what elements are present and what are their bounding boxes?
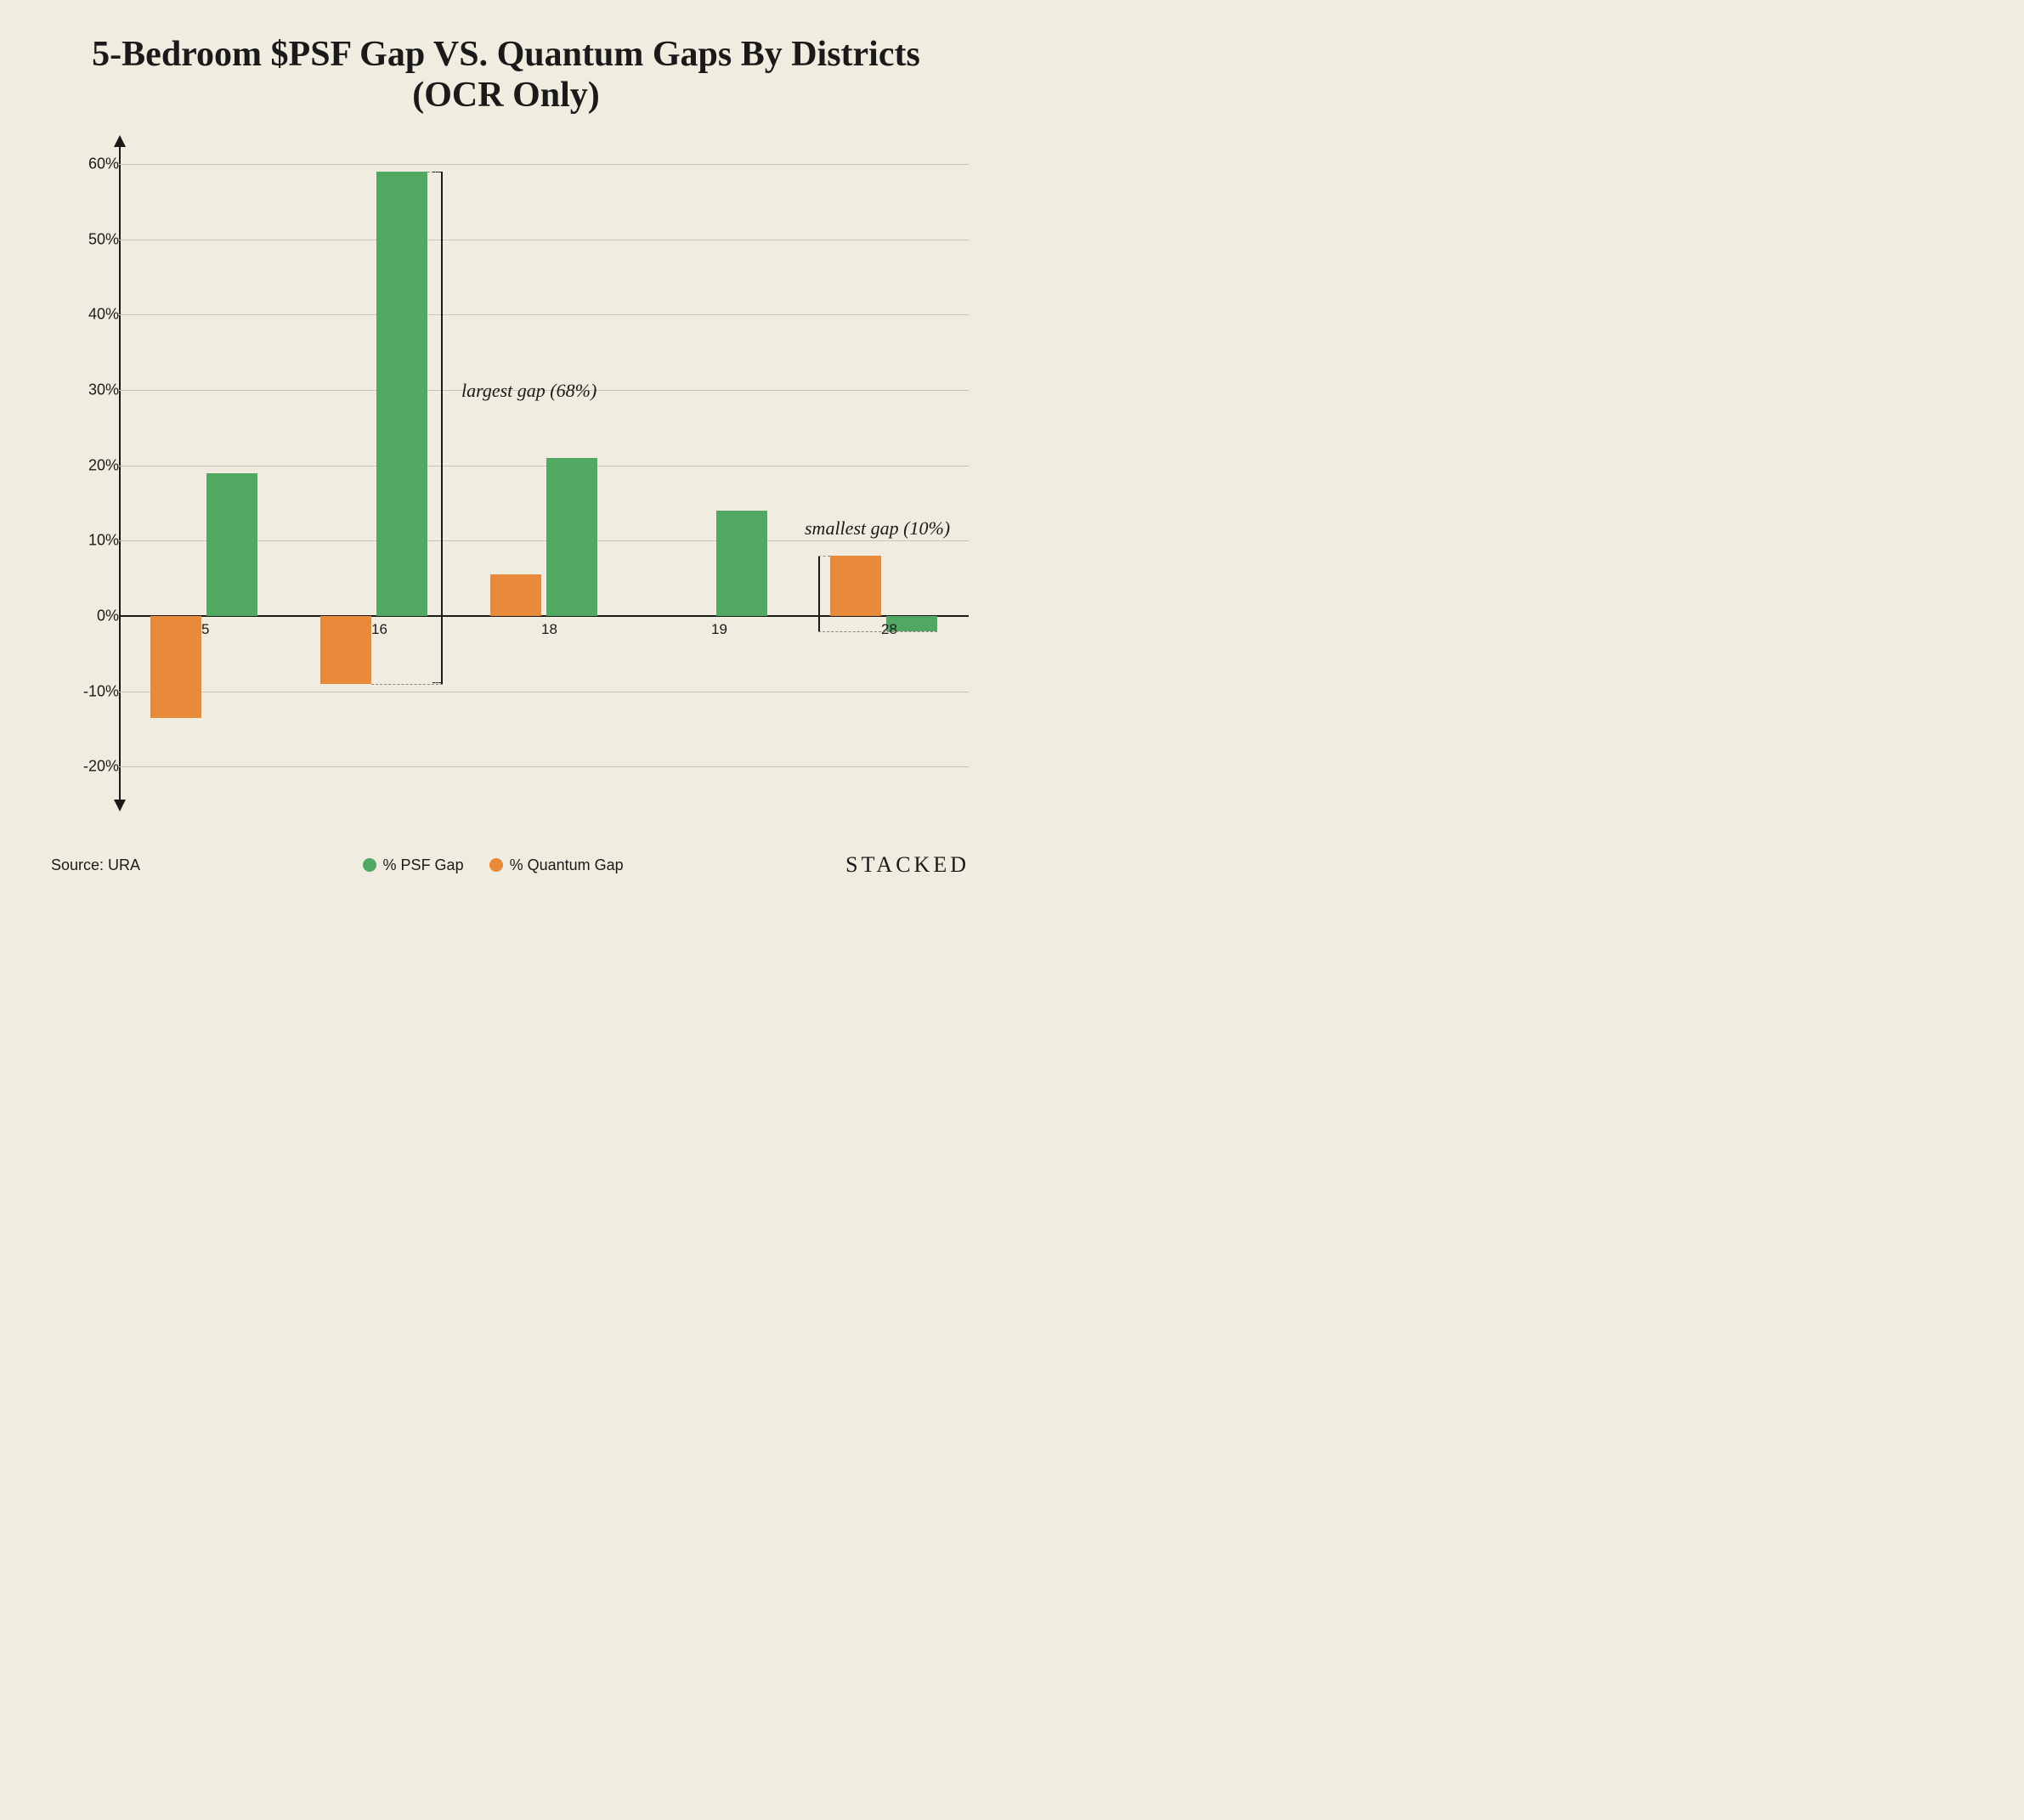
bar-psfgap-d19 <box>716 511 767 616</box>
y-tick-label: 40% <box>88 306 119 324</box>
brand-logo: STACKED <box>845 852 970 878</box>
chart-footer: Source: URA % PSF Gap % Quantum Gap STAC… <box>51 852 970 878</box>
bracket-smallest <box>818 556 820 631</box>
gridline <box>119 766 969 767</box>
bar-quantumgap-d16 <box>320 616 371 684</box>
y-tick-label: 0% <box>97 608 119 625</box>
y-tick-label: -20% <box>83 758 119 776</box>
y-axis-arrow-up <box>114 135 126 147</box>
gridline <box>119 164 969 165</box>
y-axis <box>119 142 121 805</box>
x-tick-label: 28 <box>881 621 897 638</box>
bar-quantumgap-d18 <box>490 574 541 616</box>
legend-swatch-quantum <box>489 858 503 872</box>
legend: % PSF Gap % Quantum Gap <box>363 856 624 874</box>
bracket-tick <box>818 631 937 632</box>
legend-swatch-psf <box>363 858 376 872</box>
x-tick-label: 16 <box>371 621 387 638</box>
chart-container: 5-Bedroom $PSF Gap VS. Quantum Gaps By D… <box>0 0 1012 910</box>
bracket-tick <box>371 684 443 685</box>
legend-label-quantum: % Quantum Gap <box>510 856 624 874</box>
chart-plot-area: -20% -10% 0% 10% 20% 30% 40% 50% 60% 5 16 18 19 28 lar… <box>51 142 969 805</box>
legend-label-psf: % PSF Gap <box>383 856 464 874</box>
annotation-largest-gap: largest gap (68%) <box>461 380 596 402</box>
y-tick-label: 30% <box>88 382 119 399</box>
annotation-smallest-gap: smallest gap (10%) <box>805 517 950 540</box>
source-label: Source: URA <box>51 856 140 874</box>
x-tick-label: 18 <box>541 621 557 638</box>
y-axis-arrow-down <box>114 800 126 811</box>
x-tick-label: 19 <box>711 621 727 638</box>
bracket-tick <box>818 556 830 557</box>
bar-quantumgap-d28 <box>830 556 881 616</box>
y-tick-label: 10% <box>88 532 119 550</box>
legend-item-quantum: % Quantum Gap <box>489 856 624 874</box>
bar-psfgap-d16 <box>376 172 427 616</box>
chart-title: 5-Bedroom $PSF Gap VS. Quantum Gaps By D… <box>42 34 970 116</box>
x-tick-label: 5 <box>201 621 209 638</box>
gridline <box>119 314 969 315</box>
y-tick-label: 50% <box>88 230 119 248</box>
bar-quantumgap-d5 <box>150 616 201 718</box>
y-tick-label: 60% <box>88 155 119 173</box>
bar-psfgap-d18 <box>546 458 597 616</box>
y-tick-label: -10% <box>83 682 119 700</box>
bar-psfgap-d5 <box>206 473 257 616</box>
bracket-largest <box>441 172 443 684</box>
y-tick-label: 20% <box>88 456 119 474</box>
legend-item-psf: % PSF Gap <box>363 856 464 874</box>
